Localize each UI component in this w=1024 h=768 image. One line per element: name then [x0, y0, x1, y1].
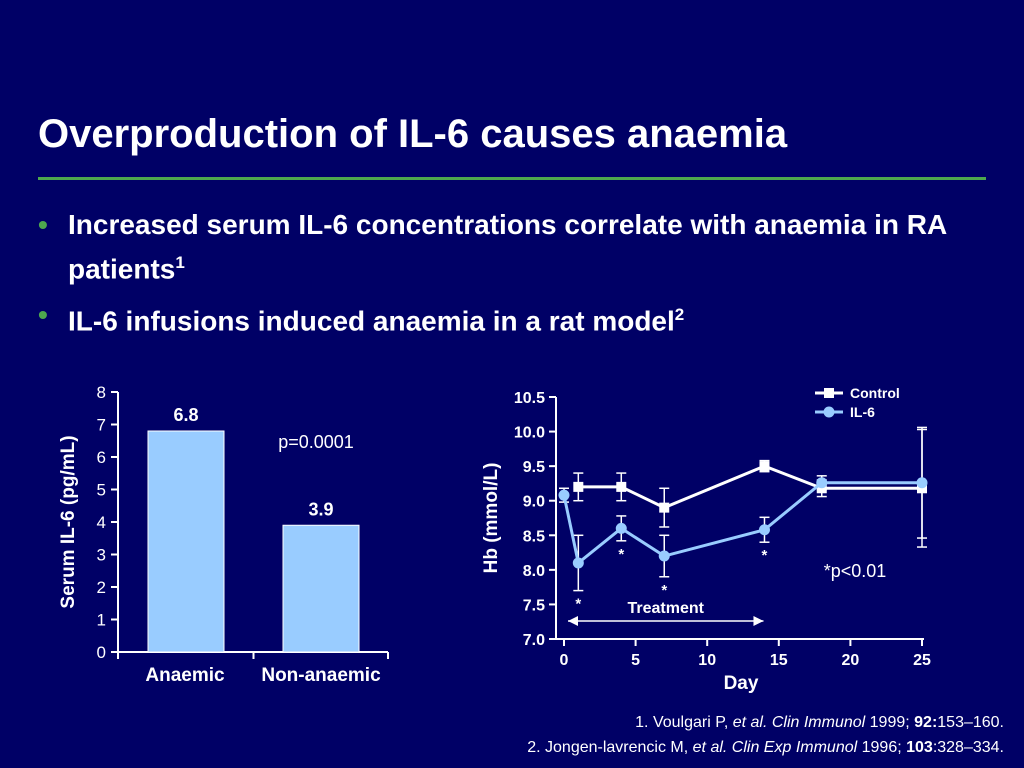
- title-divider: [38, 177, 986, 180]
- reference-author: Jongen-lavrencic M,: [545, 739, 693, 756]
- significance-asterisk: *: [618, 546, 624, 563]
- reference-year: 1999;: [865, 714, 915, 731]
- bar-y-tick-label: 7: [97, 416, 106, 435]
- series-point-il-6: [658, 550, 670, 562]
- line-x-tick-label: 25: [913, 652, 931, 669]
- reference-year: 1996;: [857, 739, 907, 756]
- series-point-il-6: [816, 477, 828, 489]
- bullet-footnote-ref: 2: [674, 305, 685, 325]
- bullet-footnote-ref: 1: [175, 253, 185, 272]
- series-point-control: [659, 502, 670, 513]
- bar-y-tick-label: 6: [97, 448, 106, 467]
- bar-y-tick-label: 2: [97, 578, 106, 597]
- line-y-tick-label: 7.0: [523, 632, 545, 649]
- line-x-axis-title: Day: [724, 673, 759, 694]
- bar-y-tick-label: 4: [97, 513, 106, 532]
- bar-data-label: 6.8: [173, 405, 198, 425]
- line-y-tick-label: 8.0: [523, 563, 545, 580]
- treatment-arrow-left-icon: [568, 616, 578, 626]
- legend-label: IL-6: [850, 404, 875, 420]
- series-point-control: [759, 461, 770, 472]
- bullet-item: • Increased serum IL-6 concentrations co…: [38, 206, 978, 288]
- treatment-arrow-right-icon: [753, 616, 764, 626]
- series-point-il-6: [916, 477, 928, 489]
- line-y-axis-title: Hb (mmol/L): [481, 463, 502, 574]
- line-x-tick-label: 5: [631, 652, 640, 669]
- reference-etal: et al.: [732, 714, 768, 731]
- reference-journal: Clin Exp Immunol: [727, 739, 858, 756]
- line-y-tick-label: 7.5: [523, 597, 545, 614]
- significance-asterisk: *: [762, 547, 768, 564]
- bar-y-tick-label: 3: [97, 546, 106, 565]
- bullet-text: IL-6 infusions induced anaemia in a rat …: [68, 305, 675, 337]
- series-point-il-6: [572, 557, 584, 569]
- reference-volume: 103: [906, 739, 933, 756]
- reference-number: 2.: [527, 739, 546, 756]
- line-x-tick-label: 10: [698, 652, 716, 669]
- line-x-tick-label: 0: [560, 652, 569, 669]
- bullet-dot-icon: •: [38, 299, 48, 331]
- bullet-item: • IL-6 infusions induced anaemia in a ra…: [38, 296, 978, 340]
- bar-category-label: Anaemic: [145, 665, 225, 686]
- bullet-list: • Increased serum IL-6 concentrations co…: [38, 206, 978, 349]
- treatment-label: Treatment: [628, 600, 705, 617]
- reference-pages: 153–160.: [937, 714, 1004, 731]
- bar-y-tick-label: 1: [97, 611, 106, 630]
- line-y-tick-label: 8.5: [523, 528, 545, 545]
- line-y-tick-label: 10.5: [514, 390, 545, 407]
- bar-data-label: 3.9: [308, 499, 333, 519]
- significance-asterisk: *: [575, 596, 581, 613]
- reference-author: Voulgari P,: [652, 714, 733, 731]
- legend-marker-il-6: [823, 406, 835, 418]
- bar-y-tick-label: 5: [97, 481, 106, 500]
- legend-label: Control: [850, 385, 900, 401]
- legend-marker-control: [824, 388, 834, 398]
- reference-etal: et al.: [692, 739, 728, 756]
- line-x-tick-label: 15: [770, 652, 788, 669]
- significance-note: *p<0.01: [824, 561, 887, 581]
- series-point-control: [573, 481, 584, 492]
- reference-journal: Clin Immunol: [767, 714, 866, 731]
- bullet-text: Increased serum IL-6 concentrations corr…: [68, 209, 947, 285]
- series-point-control: [616, 481, 627, 492]
- significance-asterisk: *: [661, 582, 667, 599]
- bullet-dot-icon: •: [38, 209, 48, 240]
- series-point-il-6: [615, 522, 627, 534]
- bar-p-value: p=0.0001: [278, 432, 354, 452]
- reference-2: 2. Jongen-lavrencic M, et al. Clin Exp I…: [527, 735, 1004, 760]
- bar-category-label: Non-anaemic: [261, 665, 381, 686]
- series-point-il-6: [758, 524, 770, 536]
- reference-number: 1.: [635, 714, 653, 731]
- slide-title: Overproduction of IL-6 causes anaemia: [38, 112, 788, 156]
- line-x-tick-label: 20: [842, 652, 860, 669]
- line-y-tick-label: 9.0: [523, 494, 545, 511]
- bar-y-tick-label: 8: [97, 383, 106, 402]
- bar-y-axis-title: Serum IL-6 (pg/mL): [58, 435, 79, 608]
- bar-anaemic: [147, 430, 225, 653]
- reference-1: 1. Voulgari P, et al. Clin Immunol 1999;…: [527, 710, 1004, 735]
- reference-pages: :328–334.: [932, 739, 1004, 756]
- line-y-tick-label: 9.5: [523, 459, 545, 476]
- reference-volume: 92:: [914, 714, 938, 731]
- line-y-tick-label: 10.0: [514, 425, 545, 442]
- series-point-il-6: [558, 489, 570, 501]
- bar-y-tick-label: 0: [97, 643, 106, 662]
- bar-non-anaemic: [282, 524, 360, 653]
- series-line-control: [578, 464, 922, 510]
- references: 1. Voulgari P, et al. Clin Immunol 1999;…: [527, 710, 1004, 760]
